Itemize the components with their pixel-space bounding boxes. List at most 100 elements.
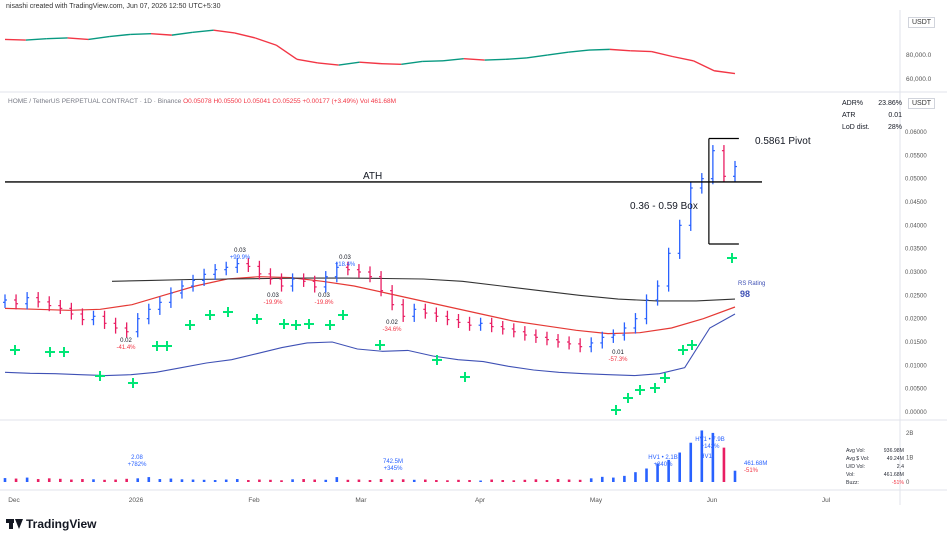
stats-value: 0.01 <box>888 112 902 119</box>
stats-label: ATR <box>842 112 856 119</box>
volume-bar <box>191 479 195 482</box>
volume-label: HV1 • 2.1B <box>648 455 677 461</box>
legend-low: L0.05041 <box>243 98 271 105</box>
volume-bar <box>479 480 482 482</box>
price-axis-tick-label: 0.05500 <box>905 153 927 159</box>
volume-bar <box>202 479 206 482</box>
volume-bar <box>567 479 571 482</box>
legend-volume: Vol 461.68M <box>359 98 397 105</box>
moving-average-red <box>4 276 736 335</box>
volume-bar <box>512 480 516 482</box>
legend-close: C0.05255 <box>272 98 301 105</box>
stats-value: 28% <box>887 124 902 131</box>
volume-bar <box>81 479 84 482</box>
volume-bar <box>213 480 217 482</box>
volume-bar <box>180 479 184 482</box>
top-index-segment <box>338 61 360 66</box>
main-currency-label[interactable]: USDT <box>908 98 936 109</box>
price-axis-tick-label: 0.02000 <box>905 317 927 323</box>
box-annotation: 0.36 - 0.59 Box <box>630 201 698 212</box>
volume-bar <box>390 479 394 482</box>
swing-pct-label: +18.4% <box>335 262 356 268</box>
pivot-annotation: 0.5861 Pivot <box>755 136 811 147</box>
volume-stats-row: Vol: 461.68M <box>846 471 904 479</box>
top-index-segment <box>609 48 631 52</box>
top-index-segment <box>568 49 590 53</box>
volume-bar <box>70 479 73 482</box>
top-index-segment <box>630 50 652 53</box>
top-index-segment <box>88 35 110 41</box>
volume-stats-row: Avg $ Vol: 49.24M <box>846 455 904 463</box>
top-index-segment <box>401 60 423 66</box>
volume-bar <box>158 479 162 482</box>
top-index-segment <box>463 57 485 61</box>
tradingview-logo-icon <box>6 519 23 529</box>
volume-bar <box>578 479 582 482</box>
volume-bar <box>667 459 670 482</box>
volume-bar <box>368 480 372 482</box>
volume-axis-tick-label: 2B <box>906 431 913 437</box>
top-axis-tick-label: 60,000.0 <box>906 76 932 83</box>
top-index-segment <box>442 57 464 62</box>
price-axis-tick-label: 0.05000 <box>905 177 927 183</box>
legend-change: +0.00177 (+3.49%) <box>302 98 359 105</box>
top-index-segment <box>692 60 715 72</box>
volume-bar <box>147 477 151 482</box>
price-axis-tick-label: 0.04000 <box>905 223 927 229</box>
volume-bar <box>501 480 505 482</box>
volume-bar <box>36 479 40 482</box>
top-index-segment <box>4 38 26 41</box>
volume-bar <box>689 442 693 482</box>
top-index-segment <box>672 55 694 62</box>
time-axis-tick-label: Apr <box>475 497 486 504</box>
volume-stats-label: Vol: <box>846 472 855 478</box>
swing-value-label: 0.01 <box>612 350 624 356</box>
volume-bar <box>556 479 560 482</box>
volume-bar <box>258 479 261 482</box>
volume-bar <box>412 479 416 482</box>
volume-stats-value: -51% <box>891 480 904 486</box>
tradingview-logo[interactable]: TradingView <box>6 517 96 531</box>
volume-bar <box>424 479 427 482</box>
price-axis-tick-label: 0.03500 <box>905 247 927 253</box>
price-axis-tick-label: 0.00000 <box>905 410 927 416</box>
rs-rating-label: RS Rating <box>738 281 765 287</box>
top-index-segment <box>234 32 256 39</box>
rs-line <box>4 313 736 377</box>
swing-value-label: 0.03 <box>318 293 330 299</box>
top-index-segment <box>255 37 277 46</box>
top-index-segment <box>359 61 381 65</box>
volume-bar <box>247 480 250 482</box>
volume-bar <box>302 479 305 482</box>
top-index-segment <box>109 33 131 38</box>
volume-label: HV1 <box>700 454 712 460</box>
volume-bar <box>125 478 128 482</box>
stats-row: LoD dist. 28% <box>842 122 902 134</box>
stats-row: ATR 0.01 <box>842 110 902 122</box>
volume-bar <box>600 476 604 482</box>
volume-bar <box>25 477 29 482</box>
volume-bar <box>401 479 405 482</box>
volume-pct-label: +345% <box>384 466 404 472</box>
volume-bar <box>656 463 659 482</box>
top-index-segment <box>150 33 172 36</box>
top-index-segment <box>422 60 444 63</box>
time-axis-tick-label: Feb <box>248 497 260 504</box>
price-axis-tick-label: 0.02500 <box>905 293 927 299</box>
chart-title: nisashi created with TradingView.com, Ju… <box>6 3 221 10</box>
volume-bar <box>169 478 173 482</box>
price-axis-tick-label: 0.04500 <box>905 200 927 206</box>
top-index-segment <box>484 58 506 61</box>
symbol-name: HOME / TetherUS PERPETUAL CONTRACT · 1D … <box>8 98 182 105</box>
stats-row: ADR% 23.86% <box>842 98 902 110</box>
top-currency-label[interactable]: USDT <box>908 17 936 28</box>
volume-stats-value: 461.68M <box>883 472 904 478</box>
top-index-segment <box>714 70 736 75</box>
volume-bar <box>589 478 593 482</box>
volume-stats-label: Buzz: <box>846 480 859 486</box>
volume-bar <box>468 480 471 482</box>
volume-bar <box>357 479 361 482</box>
top-index-segment <box>213 29 235 34</box>
swing-pct-label: -19.8% <box>314 300 334 306</box>
